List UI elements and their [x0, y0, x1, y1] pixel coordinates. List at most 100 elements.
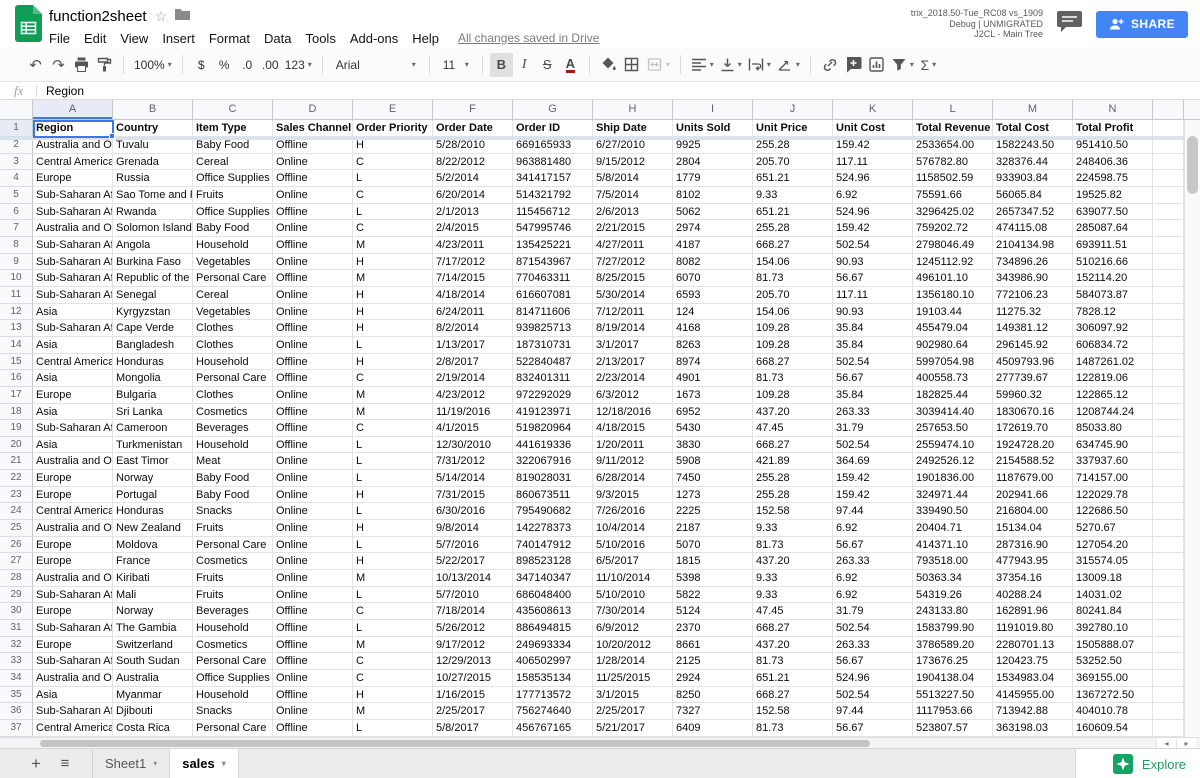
- cell[interactable]: 50363.34: [913, 570, 993, 587]
- cell[interactable]: 8102: [673, 186, 753, 204]
- cell[interactable]: 6409: [673, 719, 753, 737]
- cell[interactable]: 4168: [673, 320, 753, 337]
- cell[interactable]: Russia: [113, 170, 193, 187]
- cell[interactable]: 248406.36: [1073, 153, 1153, 171]
- cell[interactable]: Asia: [33, 303, 113, 321]
- cell[interactable]: 2/19/2014: [433, 370, 513, 387]
- cell[interactable]: Sub-Saharan Afr: [33, 653, 113, 670]
- cell[interactable]: 2/6/2013: [593, 203, 673, 221]
- cell[interactable]: Clothes: [193, 386, 273, 404]
- increase-decimals-button[interactable]: .00: [261, 57, 279, 72]
- cell[interactable]: 363198.03: [993, 719, 1073, 737]
- cell[interactable]: 172619.70: [993, 420, 1073, 437]
- cell[interactable]: L: [353, 586, 433, 604]
- cell[interactable]: France: [113, 553, 193, 571]
- cell[interactable]: L: [353, 536, 433, 554]
- menu-insert[interactable]: Insert: [162, 30, 195, 46]
- cell[interactable]: Personal Care: [193, 370, 273, 387]
- column-header-L[interactable]: L: [913, 100, 993, 120]
- cell[interactable]: 686048400: [513, 586, 593, 604]
- cell[interactable]: Personal Care: [193, 536, 273, 554]
- cell[interactable]: 7/5/2014: [593, 186, 673, 204]
- cell[interactable]: Mali: [113, 586, 193, 604]
- cell[interactable]: 109.28: [753, 386, 833, 404]
- cell[interactable]: Online: [273, 470, 353, 487]
- cell[interactable]: Europe: [33, 636, 113, 654]
- cell[interactable]: [1153, 686, 1184, 704]
- cell[interactable]: 35.84: [833, 320, 913, 337]
- cell[interactable]: 9/15/2012: [593, 153, 673, 171]
- cell[interactable]: Fruits: [193, 186, 273, 204]
- cell[interactable]: L: [353, 470, 433, 487]
- cell[interactable]: 668.27: [753, 620, 833, 637]
- merge-cells-button[interactable]: ▾: [643, 53, 673, 77]
- cell[interactable]: [1153, 353, 1184, 371]
- cell[interactable]: 2/23/2014: [593, 370, 673, 387]
- cell[interactable]: 6/20/2014: [433, 186, 513, 204]
- cell[interactable]: Offline: [273, 719, 353, 737]
- scroll-right-button[interactable]: ▸: [1176, 738, 1196, 749]
- sheet-tab-sheet1[interactable]: Sheet1 ▾: [92, 749, 171, 778]
- cell[interactable]: Switzerland: [113, 636, 193, 654]
- cell[interactable]: [1153, 403, 1184, 421]
- cell[interactable]: 584073.87: [1073, 286, 1153, 304]
- cell[interactable]: Region: [33, 120, 113, 137]
- cell[interactable]: 31.79: [833, 420, 913, 437]
- cell[interactable]: 2/25/2017: [593, 703, 673, 720]
- formula-input[interactable]: Region: [46, 83, 85, 98]
- cell[interactable]: 2657347.52: [993, 203, 1073, 221]
- cell[interactable]: M: [353, 236, 433, 254]
- cell[interactable]: 56.67: [833, 719, 913, 737]
- cell[interactable]: Offline: [273, 603, 353, 621]
- cell[interactable]: 6952: [673, 403, 753, 421]
- cell[interactable]: Unit Price: [753, 120, 833, 137]
- cell[interactable]: 120423.75: [993, 653, 1073, 670]
- cell[interactable]: 616607081: [513, 286, 593, 304]
- cell[interactable]: 6.92: [833, 520, 913, 537]
- cell[interactable]: Sub-Saharan Afr: [33, 236, 113, 254]
- cell[interactable]: [1153, 320, 1184, 337]
- cell[interactable]: [1153, 586, 1184, 604]
- cell[interactable]: 109.28: [753, 320, 833, 337]
- cell[interactable]: Senegal: [113, 286, 193, 304]
- cell[interactable]: 12/30/2010: [433, 436, 513, 454]
- cell[interactable]: Clothes: [193, 320, 273, 337]
- cell[interactable]: 2/25/2017: [433, 703, 513, 720]
- cell[interactable]: 5822: [673, 586, 753, 604]
- undo-button[interactable]: ↶: [29, 56, 42, 74]
- cell[interactable]: Sao Tome and P: [113, 186, 193, 204]
- cell[interactable]: 56065.84: [993, 186, 1073, 204]
- cell[interactable]: 8250: [673, 686, 753, 704]
- insert-comment-button[interactable]: [842, 53, 865, 77]
- cell[interactable]: 502.54: [833, 353, 913, 371]
- move-to-folder-icon[interactable]: [175, 7, 191, 25]
- cell[interactable]: H: [353, 553, 433, 571]
- cell[interactable]: [1153, 670, 1184, 687]
- cell[interactable]: Solomon Islands: [113, 220, 193, 237]
- cell[interactable]: 347140347: [513, 570, 593, 587]
- cell[interactable]: Household: [193, 436, 273, 454]
- cell[interactable]: L: [353, 503, 433, 521]
- cell[interactable]: 115456712: [513, 203, 593, 221]
- cell[interactable]: 2125: [673, 653, 753, 670]
- cell[interactable]: 35.84: [833, 386, 913, 404]
- cell[interactable]: H: [353, 137, 433, 154]
- cell[interactable]: 2804: [673, 153, 753, 171]
- column-header-B[interactable]: B: [113, 100, 193, 120]
- cell[interactable]: 117.11: [833, 286, 913, 304]
- cell[interactable]: 9/11/2012: [593, 453, 673, 471]
- cell[interactable]: Norway: [113, 470, 193, 487]
- scroll-left-button[interactable]: ◂: [1156, 738, 1176, 749]
- cell[interactable]: Offline: [273, 653, 353, 670]
- cell[interactable]: 651.21: [753, 170, 833, 187]
- cell[interactable]: 177713572: [513, 686, 593, 704]
- cell[interactable]: 1901836.00: [913, 470, 993, 487]
- cell[interactable]: [1153, 303, 1184, 321]
- cell[interactable]: 306097.92: [1073, 320, 1153, 337]
- cell[interactable]: Kiribati: [113, 570, 193, 587]
- cell[interactable]: 772106.23: [993, 286, 1073, 304]
- cell[interactable]: 122819.06: [1073, 370, 1153, 387]
- cell[interactable]: H: [353, 486, 433, 504]
- row-header-2[interactable]: 2: [0, 137, 33, 154]
- cell[interactable]: Sub-Saharan Afr: [33, 253, 113, 271]
